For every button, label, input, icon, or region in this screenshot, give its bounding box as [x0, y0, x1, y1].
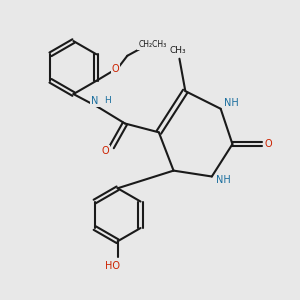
Text: O: O [265, 139, 272, 149]
Text: O: O [101, 146, 109, 157]
Text: CH₃: CH₃ [170, 46, 186, 55]
Text: NH: NH [216, 175, 230, 185]
Text: NH: NH [224, 98, 238, 109]
Text: CH₂CH₃: CH₂CH₃ [138, 40, 167, 49]
Text: N: N [91, 96, 99, 106]
Text: H: H [104, 96, 111, 105]
Text: O: O [112, 64, 119, 74]
Text: HO: HO [105, 261, 120, 271]
